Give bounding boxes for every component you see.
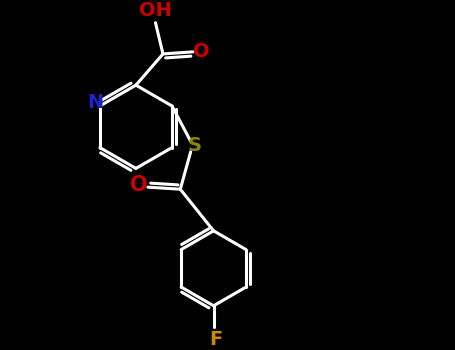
Text: F: F <box>209 330 222 349</box>
Text: N: N <box>87 93 103 112</box>
Text: O: O <box>130 175 147 195</box>
Text: O: O <box>193 42 210 61</box>
Text: OH: OH <box>139 1 172 20</box>
Text: S: S <box>188 136 202 155</box>
